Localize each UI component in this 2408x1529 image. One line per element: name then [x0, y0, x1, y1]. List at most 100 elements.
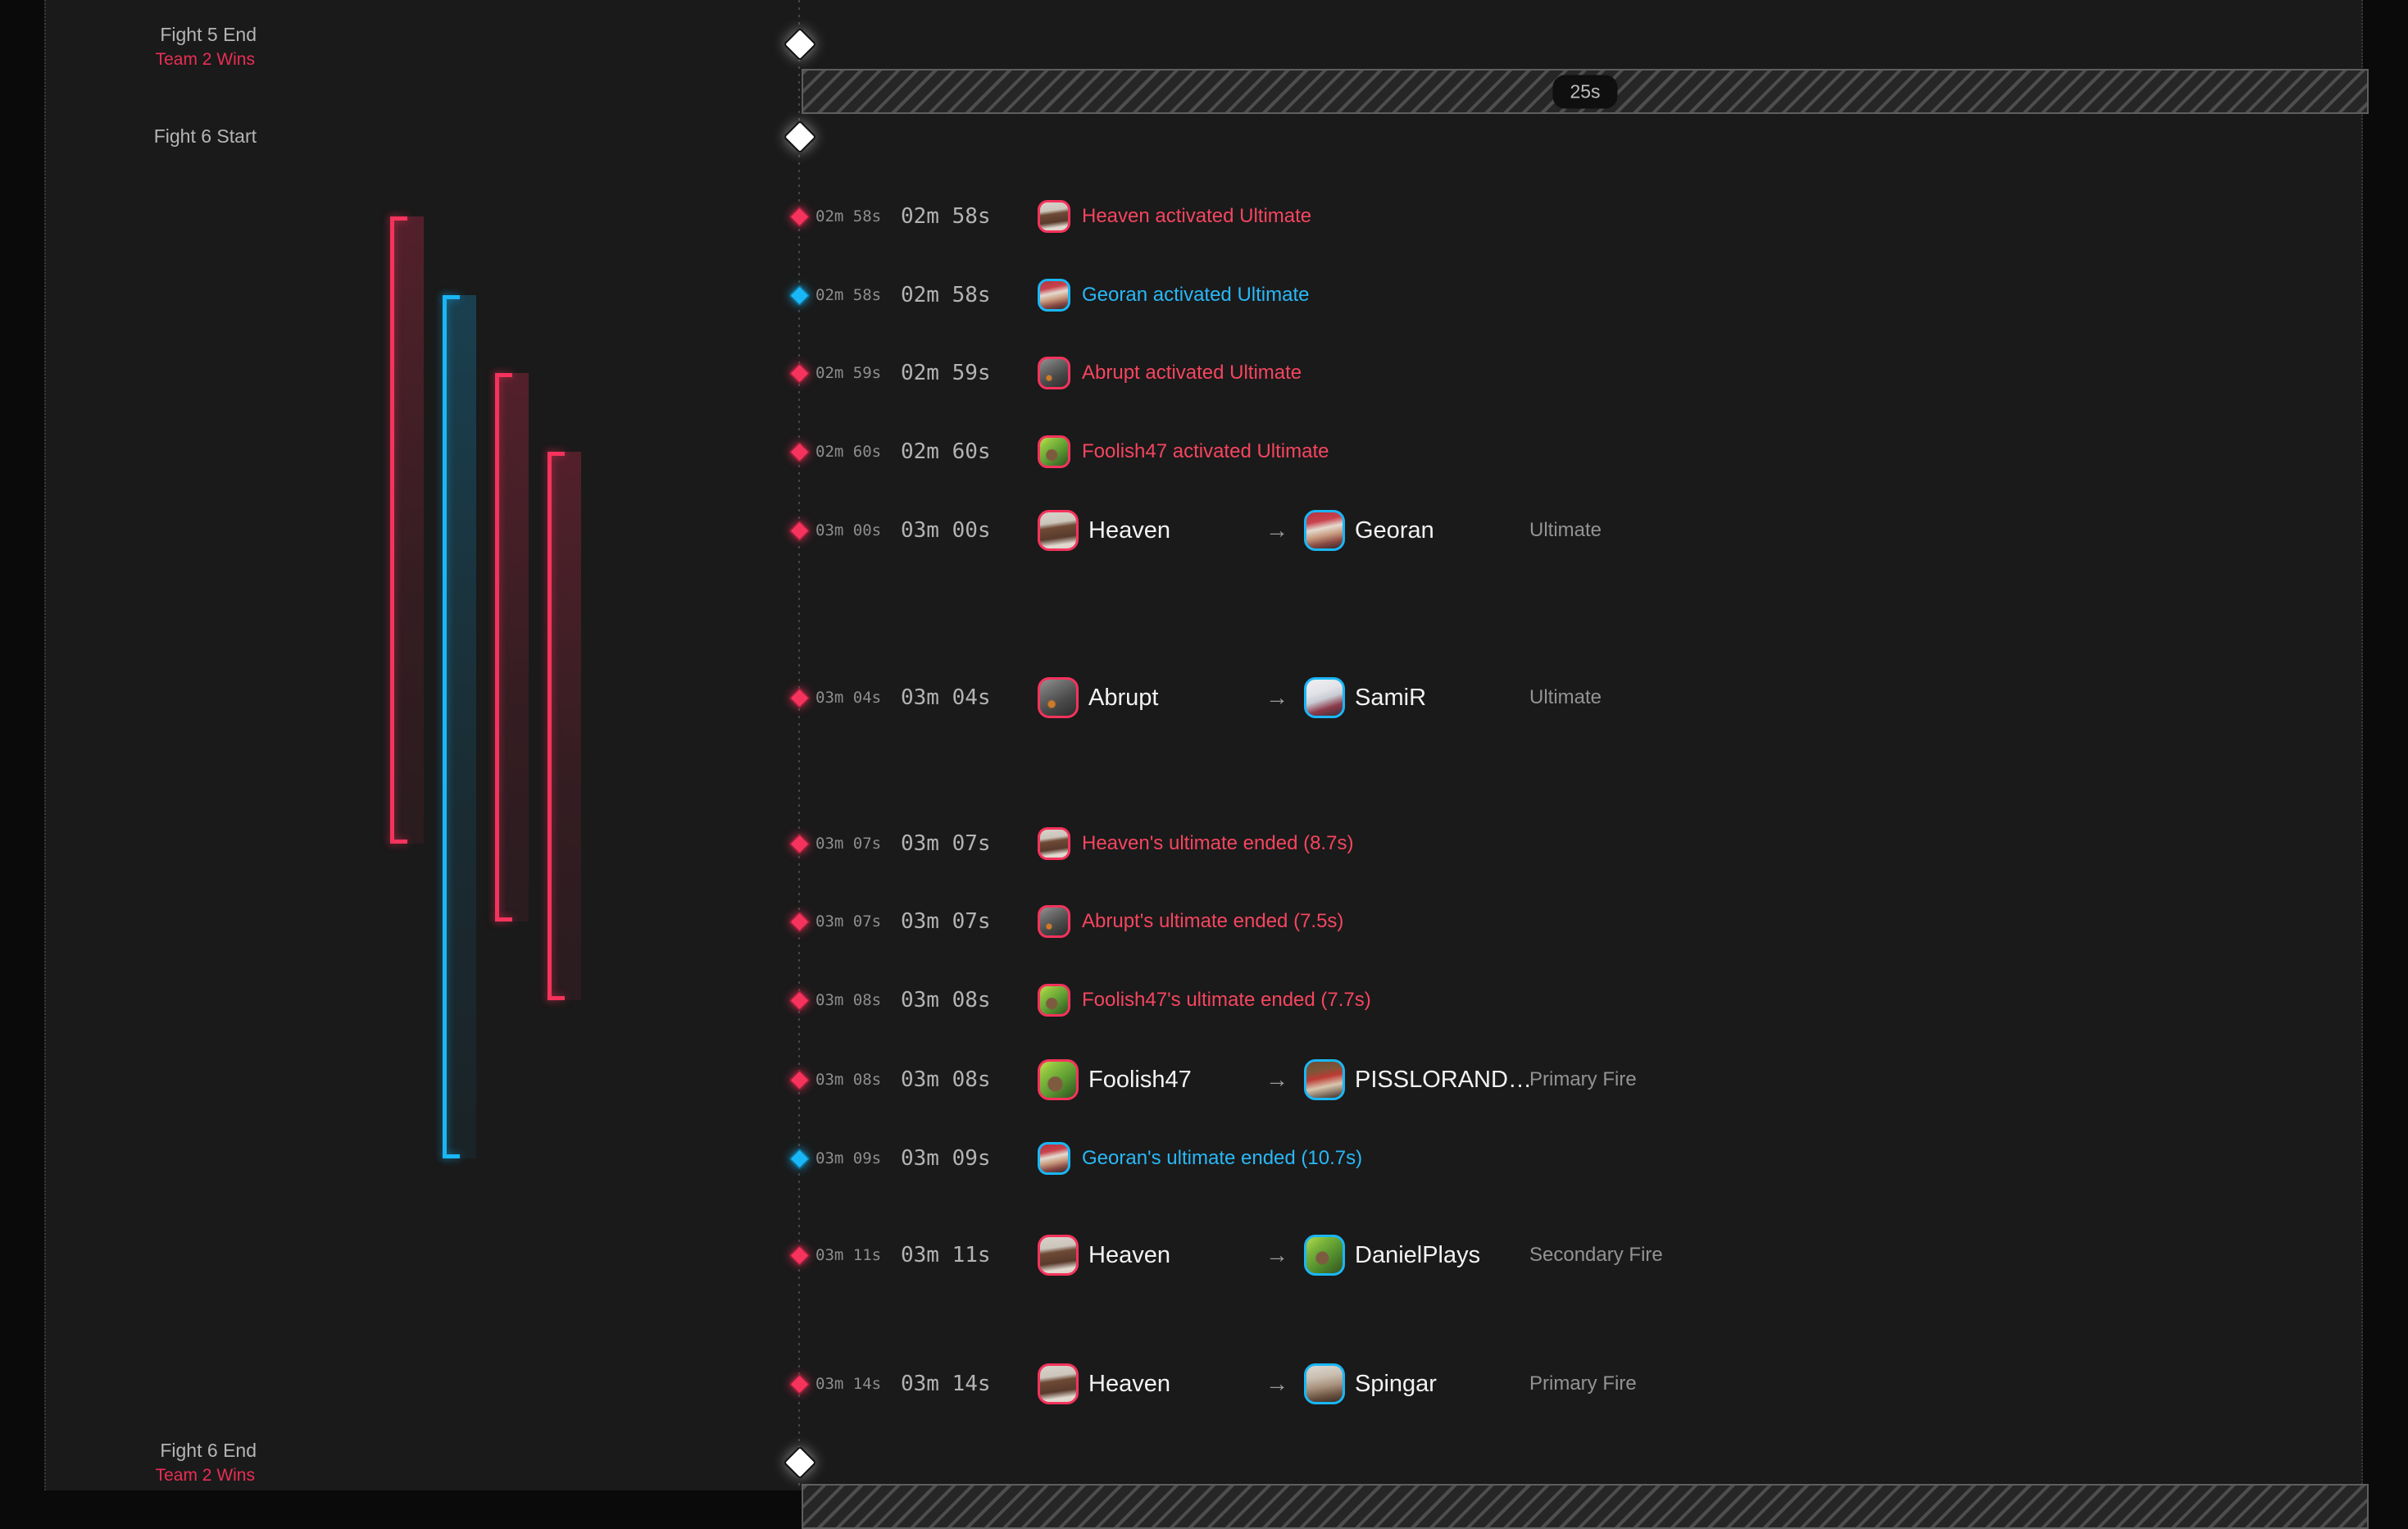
timestamp-small: 03m 00s [816, 521, 882, 539]
kill-target-avatar[interactable] [1304, 510, 1345, 551]
event-row[interactable]: 03m 08s 03m 08s Foolish47 → PISSLORAND… Prima… [788, 1059, 1637, 1100]
kill-source-avatar[interactable] [1038, 510, 1079, 551]
kill-source-avatar[interactable] [1038, 1059, 1079, 1100]
ultimate-bar-fill [447, 295, 476, 1158]
kill-method: Ultimate [1529, 686, 1602, 708]
timestamp-small: 03m 07s [816, 912, 882, 931]
event-diamond-icon [788, 686, 811, 709]
ultimate-bar-cap-bottom [495, 917, 512, 921]
player-avatar[interactable] [1038, 1142, 1070, 1175]
player-avatar[interactable] [1038, 984, 1070, 1017]
kill-method: Ultimate [1529, 519, 1602, 541]
ultimate-bar-heaven [390, 216, 424, 844]
event-diamond-icon [788, 832, 811, 855]
event-row[interactable]: 03m 09s 03m 09s Georan's ultimate ended (1… [788, 1142, 1363, 1175]
event-text: Abrupt's ultimate ended (7.5s) [1082, 910, 1344, 932]
fight-6-end-label: Fight 6 End [160, 1440, 257, 1461]
event-row[interactable]: 02m 59s 02m 59s Abrupt activated Ultimate [788, 357, 1302, 389]
timestamp-small: 03m 14s [816, 1375, 882, 1393]
kill-method: Primary Fire [1529, 1372, 1637, 1395]
event-diamond-icon [788, 1372, 811, 1395]
ultimate-bar-edge [495, 373, 499, 921]
fight-6-start-diamond-icon[interactable] [783, 120, 817, 154]
event-row[interactable]: 03m 07s 03m 07s Heaven's ultimate ended (8… [788, 827, 1353, 860]
event-diamond-icon [788, 205, 811, 228]
arrow-icon: → [1265, 517, 1288, 543]
kill-target-avatar[interactable] [1304, 1363, 1345, 1404]
ultimate-bar-cap-top [495, 373, 512, 377]
player-avatar[interactable] [1038, 279, 1070, 312]
event-row[interactable]: 02m 58s 02m 58s Georan activated Ultimate [788, 279, 1310, 312]
player-avatar[interactable] [1038, 200, 1070, 233]
ultimate-bar-fill [499, 373, 529, 921]
kill-target-avatar[interactable] [1304, 677, 1345, 718]
event-row[interactable]: 02m 60s 02m 60s Foolish47 activated Ultima… [788, 435, 1329, 468]
event-diamond-icon [788, 910, 811, 933]
player-avatar[interactable] [1038, 827, 1070, 860]
kill-target-name: PISSLORAND… [1355, 1066, 1529, 1093]
event-diamond-icon [788, 1068, 811, 1091]
ultimate-bar-fill [552, 452, 581, 1000]
event-text: Georan activated Ultimate [1082, 284, 1310, 306]
kill-target-name: Georan [1355, 516, 1434, 544]
timestamp-small: 02m 59s [816, 364, 882, 382]
ultimate-bar-cap-top [443, 295, 460, 299]
fight-6-end-result: Team 2 Wins [155, 1466, 255, 1485]
event-diamond-icon [788, 989, 811, 1012]
ultimate-bar-georan [443, 295, 476, 1158]
event-diamond-icon [788, 1244, 811, 1267]
arrow-icon: → [1265, 1371, 1288, 1396]
event-row[interactable]: 03m 08s 03m 08s Foolish47's ultimate ended… [788, 984, 1371, 1017]
kill-source-name: Abrupt [1088, 684, 1159, 711]
event-row[interactable]: 03m 00s 03m 00s Heaven → Georan Ultimate [788, 510, 1602, 551]
timeline-axis [798, 0, 800, 1490]
event-diamond-icon [788, 519, 811, 542]
timestamp-large: 02m 60s [901, 439, 991, 464]
fight-6-start-label: Fight 6 Start [153, 125, 257, 147]
timestamp-large: 03m 00s [901, 518, 991, 543]
ultimate-bar-foolish47 [547, 452, 581, 1000]
time-gap-bar-bottom[interactable] [802, 1484, 2369, 1529]
arrow-icon: → [1265, 685, 1288, 710]
time-gap-duration-badge: 25s [1552, 75, 1618, 108]
fight-6-end-diamond-icon[interactable] [783, 1445, 817, 1480]
event-row[interactable]: 03m 07s 03m 07s Abrupt's ultimate ended (7… [788, 905, 1344, 938]
kill-source-name: Foolish47 [1088, 1066, 1192, 1093]
ultimate-bar-edge [443, 295, 447, 1158]
timestamp-large: 03m 09s [901, 1146, 991, 1171]
timestamp-large: 02m 59s [901, 361, 991, 385]
event-text: Foolish47's ultimate ended (7.7s) [1082, 989, 1371, 1011]
kill-method: Secondary Fire [1529, 1244, 1663, 1266]
player-avatar[interactable] [1038, 435, 1070, 468]
player-avatar[interactable] [1038, 357, 1070, 389]
event-text: Georan's ultimate ended (10.7s) [1082, 1147, 1363, 1169]
kill-method: Primary Fire [1529, 1068, 1637, 1090]
event-row[interactable]: 03m 14s 03m 14s Heaven → Spingar Primary Fire [788, 1363, 1637, 1404]
kill-target-avatar[interactable] [1304, 1059, 1345, 1100]
timestamp-small: 03m 11s [816, 1246, 882, 1264]
timestamp-small: 02m 58s [816, 286, 882, 304]
timestamp-small: 03m 09s [816, 1149, 882, 1167]
kill-target-name: SamiR [1355, 684, 1427, 711]
fight-5-end-diamond-icon[interactable] [783, 27, 817, 61]
kill-target-name: Spingar [1355, 1370, 1437, 1397]
time-gap-bar[interactable]: 25s [802, 69, 2369, 114]
timestamp-large: 03m 07s [901, 831, 991, 856]
event-row[interactable]: 03m 04s 03m 04s Abrupt → SamiR Ultimate [788, 677, 1602, 718]
kill-source-avatar[interactable] [1038, 1235, 1079, 1276]
event-row[interactable]: 03m 11s 03m 11s Heaven → DanielPlays Secondar… [788, 1235, 1663, 1276]
kill-target-avatar[interactable] [1304, 1235, 1345, 1276]
kill-source-name: Heaven [1088, 1370, 1170, 1397]
kill-target-name: DanielPlays [1355, 1241, 1481, 1268]
event-diamond-icon [788, 362, 811, 385]
player-avatar[interactable] [1038, 905, 1070, 938]
event-row[interactable]: 02m 58s 02m 58s Heaven activated Ultimate [788, 200, 1311, 233]
timestamp-large: 02m 58s [901, 283, 991, 307]
ultimate-bar-cap-bottom [547, 996, 565, 1000]
timestamp-small: 03m 08s [816, 1071, 882, 1089]
kill-source-avatar[interactable] [1038, 677, 1079, 718]
event-text: Abrupt activated Ultimate [1082, 362, 1302, 384]
timestamp-large: 03m 07s [901, 909, 991, 934]
kill-source-avatar[interactable] [1038, 1363, 1079, 1404]
timestamp-small: 03m 08s [816, 991, 882, 1009]
